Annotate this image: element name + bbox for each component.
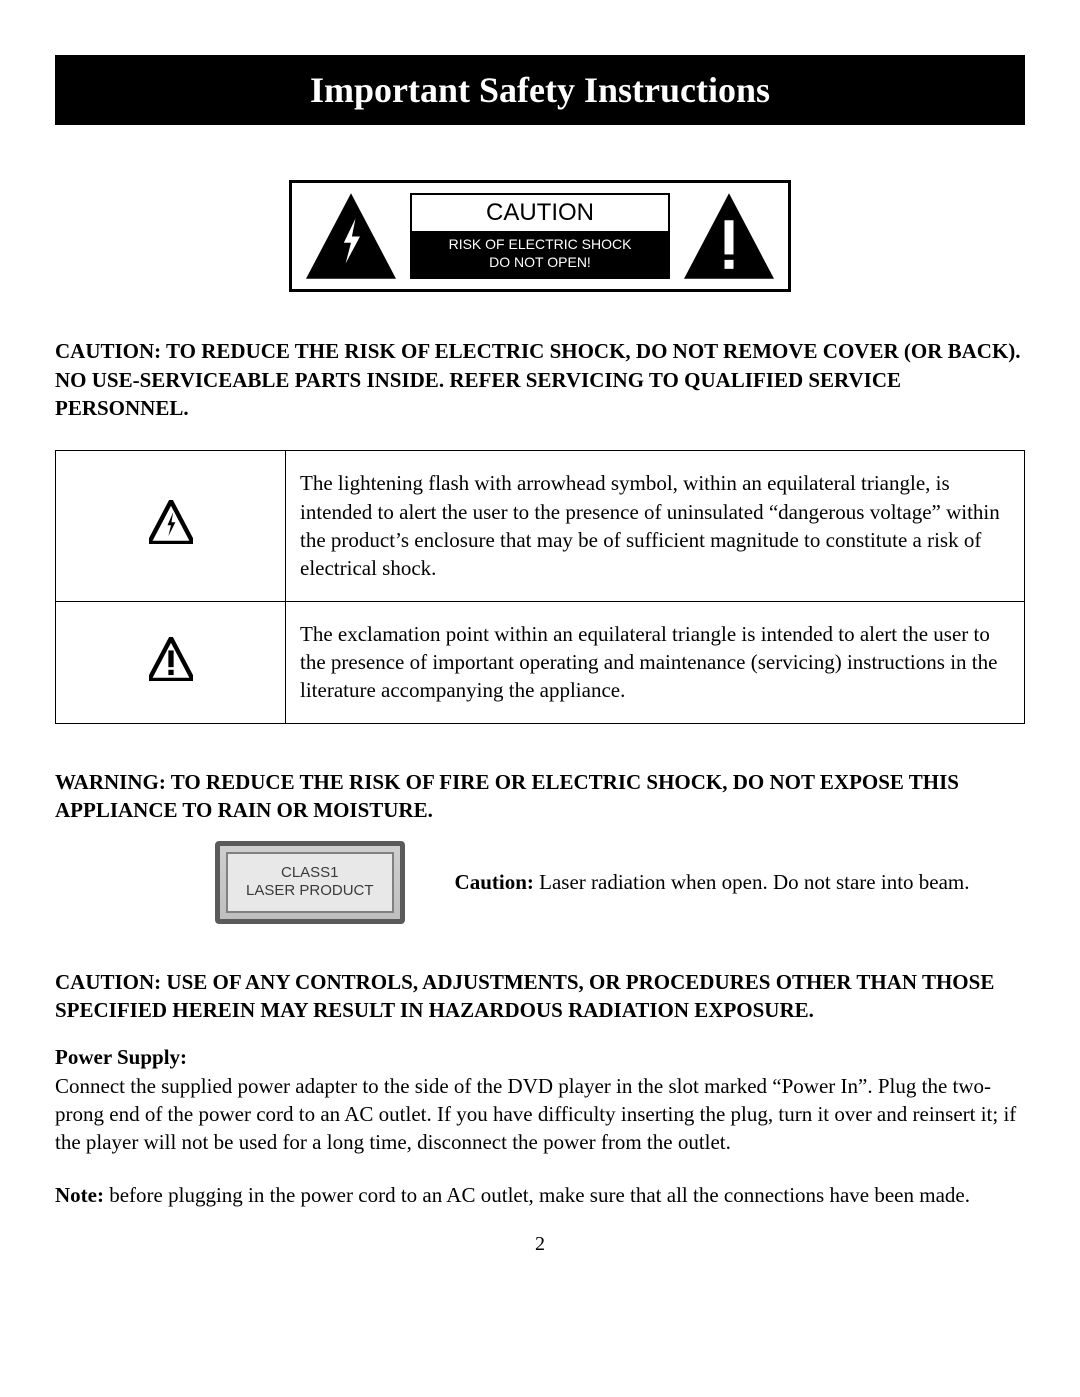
caution-line2: DO NOT OPEN!	[489, 254, 591, 270]
laser-caption-bold: Caution:	[455, 870, 534, 894]
laser-product-label: CLASS1 LASER PRODUCT	[215, 841, 405, 925]
table-row: The exclamation point within an equilate…	[56, 601, 1025, 723]
exclamation-triangle-small-icon	[149, 637, 193, 681]
table-row: The lightening flash with arrowhead symb…	[56, 451, 1025, 601]
caution-header: CAUTION	[412, 195, 668, 231]
exclamation-description: The exclamation point within an equilate…	[286, 601, 1025, 723]
caution-box: CAUTION RISK OF ELECTRIC SHOCK DO NOT OP…	[289, 180, 791, 292]
exclamation-icon-cell	[56, 601, 286, 723]
note-paragraph: Note: before plugging in the power cord …	[55, 1181, 1025, 1209]
page-title: Important Safety Instructions	[55, 55, 1025, 125]
note-bold: Note:	[55, 1183, 104, 1207]
lightning-triangle-icon	[306, 193, 396, 279]
lightning-icon-cell	[56, 451, 286, 601]
caution-box-container: CAUTION RISK OF ELECTRIC SHOCK DO NOT OP…	[55, 180, 1025, 292]
lightning-description: The lightening flash with arrowhead symb…	[286, 451, 1025, 601]
laser-row: CLASS1 LASER PRODUCT Caution: Laser radi…	[55, 841, 1025, 925]
caution-radiation-paragraph: CAUTION: USE OF ANY CONTROLS, ADJUSTMENT…	[55, 968, 1025, 1025]
laser-label-inner: CLASS1 LASER PRODUCT	[226, 852, 394, 914]
power-supply-heading: Power Supply:	[55, 1045, 1025, 1070]
caution-center-panel: CAUTION RISK OF ELECTRIC SHOCK DO NOT OP…	[410, 193, 670, 279]
caution-line1: RISK OF ELECTRIC SHOCK	[449, 236, 632, 252]
note-rest: before plugging in the power cord to an …	[104, 1183, 970, 1207]
lightning-triangle-small-icon	[149, 500, 193, 544]
laser-caption-rest: Laser radiation when open. Do not stare …	[534, 870, 970, 894]
laser-label-line1: CLASS1	[281, 864, 339, 881]
power-supply-body: Connect the supplied power adapter to th…	[55, 1072, 1025, 1157]
laser-caption: Caution: Laser radiation when open. Do n…	[455, 870, 970, 895]
laser-label-line2: LASER PRODUCT	[246, 882, 374, 899]
warning-paragraph: WARNING: TO REDUCE THE RISK OF FIRE OR E…	[55, 768, 1025, 825]
page-number: 2	[55, 1233, 1025, 1256]
symbol-explanation-table: The lightening flash with arrowhead symb…	[55, 450, 1025, 723]
caution-risk-text: RISK OF ELECTRIC SHOCK DO NOT OPEN!	[412, 231, 668, 277]
caution-paragraph: CAUTION: TO REDUCE THE RISK OF ELECTRIC …	[55, 337, 1025, 422]
exclamation-triangle-icon	[684, 193, 774, 279]
